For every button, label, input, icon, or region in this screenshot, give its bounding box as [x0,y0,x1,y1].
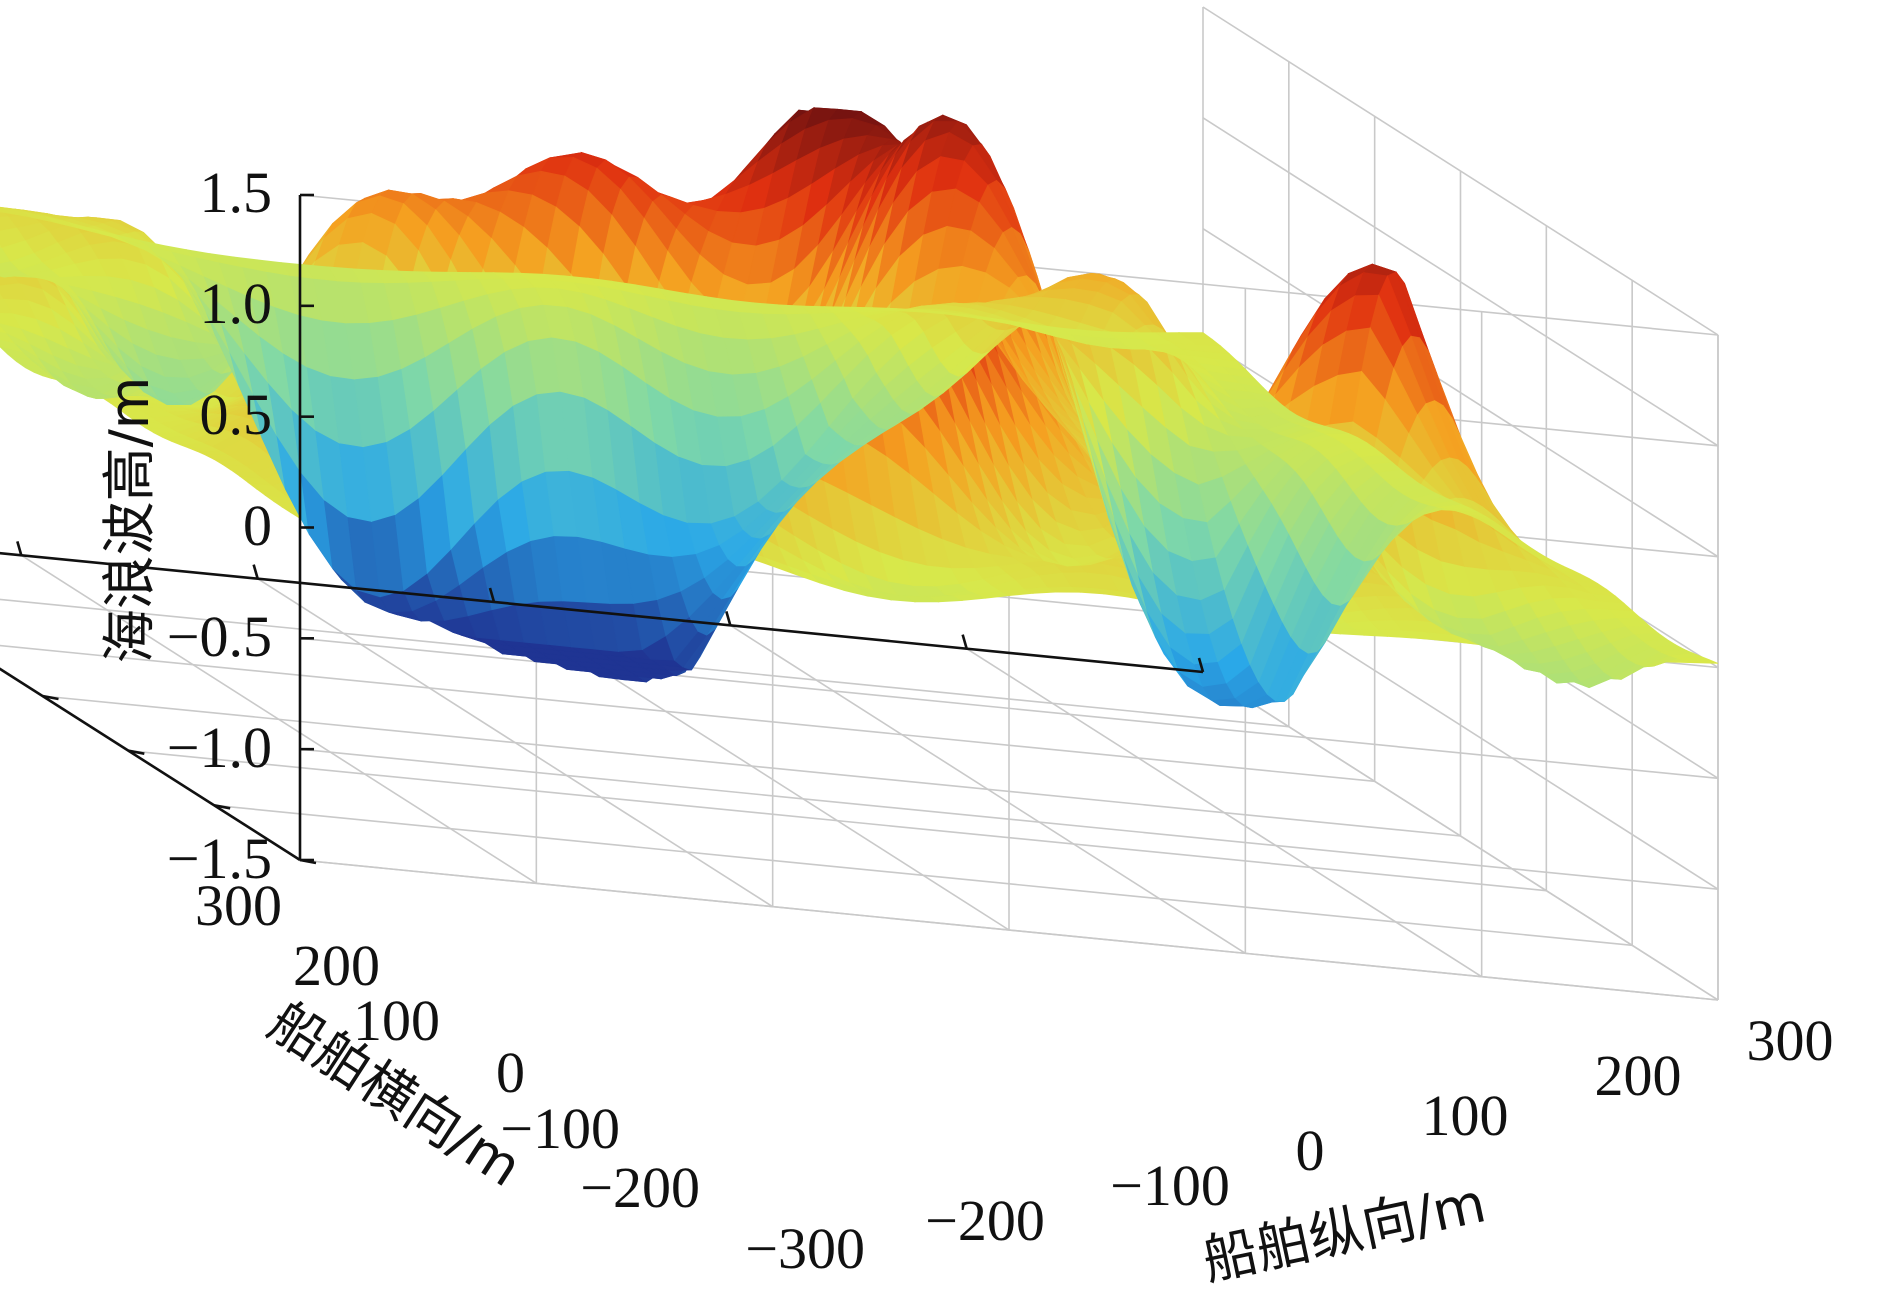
x-tick [1197,657,1205,673]
x-tick-label: 100 [1422,1083,1509,1148]
z-tick-label: −1.0 [167,715,272,780]
x-tick [16,540,23,556]
z-tick-label: −1.5 [167,826,272,891]
gridline [299,859,1719,1001]
x-tick-label: −100 [1110,1153,1230,1218]
y-tick-label: 200 [293,933,380,998]
gridline [299,748,1719,890]
surface-patch [1178,332,1213,340]
surface-layer [0,106,1719,709]
y-tick-label: −300 [745,1216,865,1281]
y-tick [213,804,231,810]
gridline [1202,227,1719,558]
x-tick [725,610,732,626]
axis-layer [0,193,1205,865]
y-tick-label: 300 [195,873,282,938]
x-tick-label: 200 [1595,1043,1682,1108]
gridline [1202,117,1719,447]
x-tick-label: 0 [1296,1118,1325,1183]
y-tick [299,858,317,865]
y-tick-label: 0 [496,1040,525,1105]
gridline [128,749,1547,892]
z-tick-label: 0.5 [200,382,273,447]
y-tick-label: −200 [580,1155,700,1220]
gridline [1202,671,1719,1001]
gridline [214,804,1633,947]
x-tick-labels: −200 −100 0 100 200 300 [925,1008,1833,1253]
z-tick-label: −0.5 [167,604,272,669]
y-tick-label: −100 [500,1096,620,1161]
x-tick [252,564,259,580]
z-tick-label: 1.5 [200,160,273,225]
x-tick-label: 300 [1747,1008,1834,1073]
gridline [42,695,1461,837]
x-tick [488,587,496,603]
y-tick [128,749,145,755]
y-tick-labels: 300 200 100 0 −100 −200 −300 [195,873,865,1281]
z-axis-title: 海浪波高/m [98,377,161,664]
y-tick [42,694,59,701]
z-tick-label: 0 [243,493,272,558]
x-tick [961,634,968,650]
x-axis-title: 船舶纵向/m [1197,1171,1491,1292]
z-tick-labels: 1.5 1.0 0.5 0 −0.5 −1.0 −1.5 [167,160,272,891]
z-tick-label: 1.0 [200,271,273,336]
x-tick-label: −200 [925,1188,1045,1253]
gridline [1202,6,1719,336]
y-tick-label: 100 [353,988,440,1053]
gridline [0,644,1375,783]
